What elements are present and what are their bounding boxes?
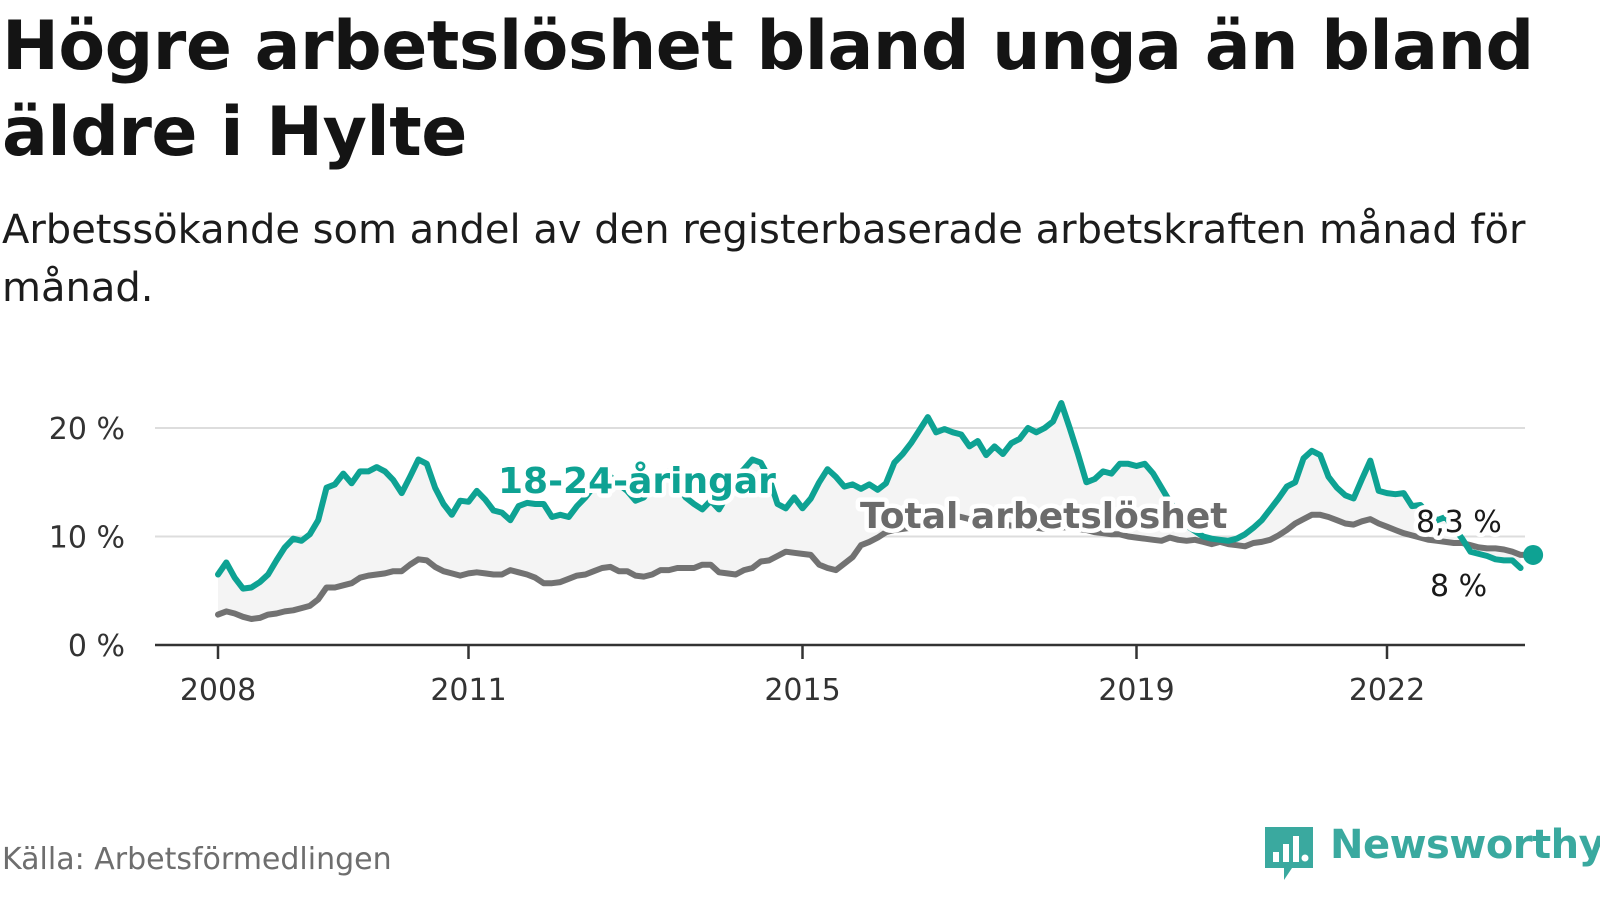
y-tick-label: 0 % bbox=[68, 629, 125, 664]
end-point-marker bbox=[1523, 544, 1544, 565]
axes: 0 % 10 % 20 % 2008 2011 2015 2019 2022 bbox=[49, 412, 1525, 708]
end-label-18-24: 8 % bbox=[1430, 569, 1487, 604]
series-line-18-24 bbox=[215, 400, 1524, 592]
line-chart: 0 % 10 % 20 % 2008 2011 2015 2019 2022 18-24-år… bbox=[49, 400, 1544, 708]
x-tick-label: 2015 bbox=[764, 673, 840, 708]
gap-band bbox=[218, 403, 1521, 619]
x-tick-label: 2022 bbox=[1349, 673, 1425, 708]
x-tick-label: 2019 bbox=[1098, 673, 1174, 708]
y-tick-label: 20 % bbox=[49, 412, 125, 447]
gap-band-area bbox=[218, 403, 1521, 619]
x-tick-label: 2008 bbox=[180, 673, 256, 708]
series-line-total bbox=[215, 511, 1537, 622]
series-labels: 18-24-åringar Total arbetslöshet 8,3 % 8 % bbox=[494, 457, 1507, 609]
series-label-18-24: 18-24-åringar bbox=[498, 461, 776, 502]
series-label-total: Total arbetslöshet bbox=[860, 496, 1228, 537]
source-note: Källa: Arbetsförmedlingen bbox=[2, 842, 392, 877]
newsworthy-logo-icon bbox=[1265, 827, 1313, 880]
end-label-total: 8,3 % bbox=[1416, 505, 1502, 540]
y-tick-label: 10 % bbox=[49, 521, 125, 556]
brand-name: Newsworthy bbox=[1330, 822, 1600, 868]
series-lines bbox=[215, 400, 1544, 622]
chart-title: Högre arbetslöshet bland unga än bland ä… bbox=[2, 7, 1534, 172]
x-tick-label: 2011 bbox=[430, 673, 506, 708]
chart-subtitle: Arbetssökande som andel av den registerb… bbox=[2, 207, 1526, 311]
newsworthy-logo: Newsworthy bbox=[1262, 820, 1600, 890]
